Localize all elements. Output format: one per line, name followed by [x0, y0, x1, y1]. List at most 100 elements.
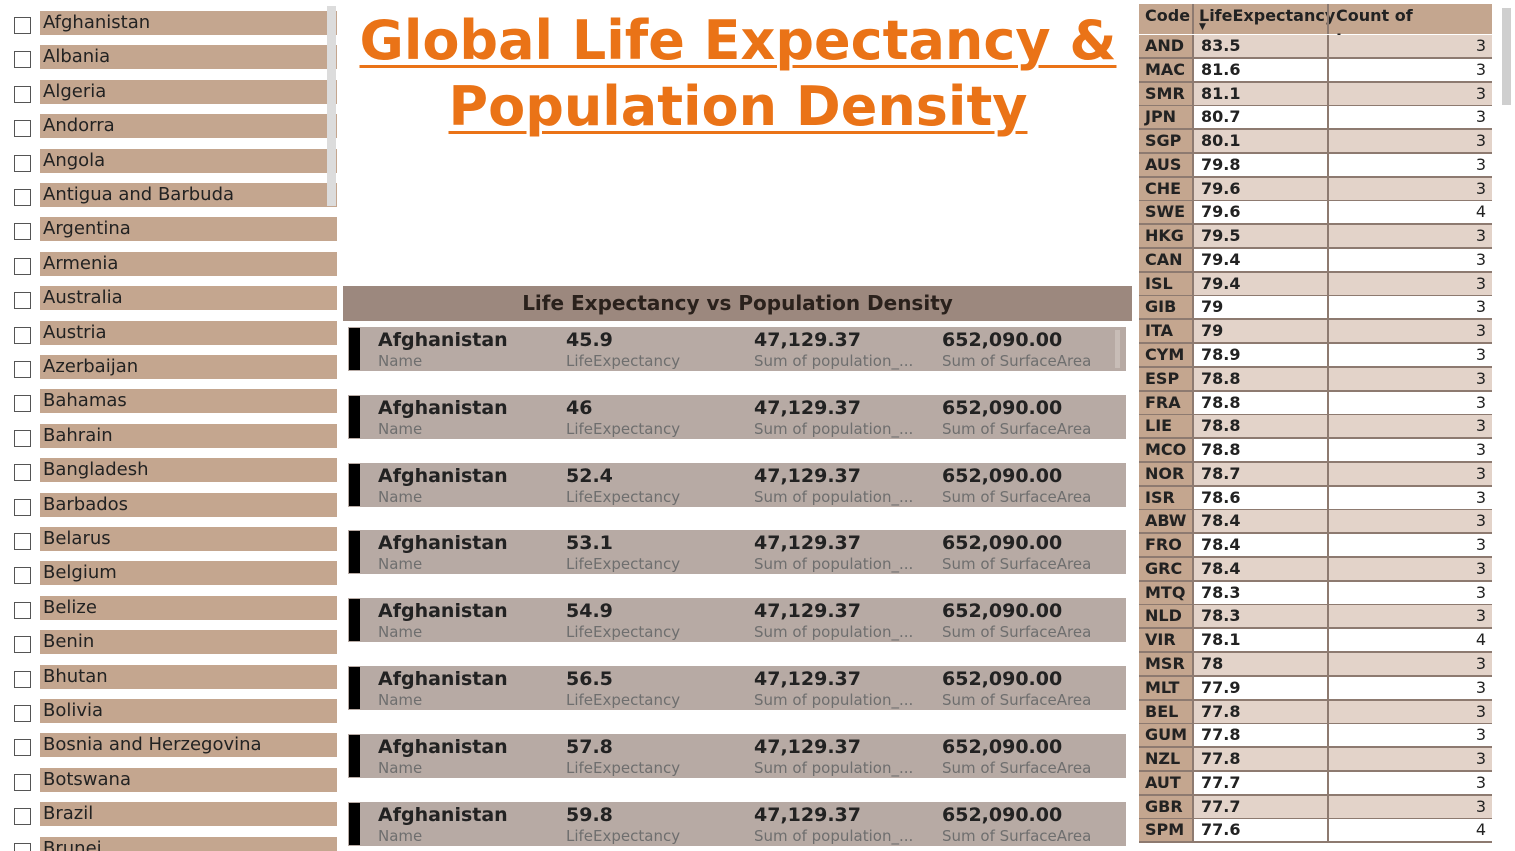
slicer-item[interactable]: Barbados — [0, 492, 340, 530]
table-row[interactable]: NOR 78.7 3 — [1139, 462, 1492, 487]
slicer-checkbox[interactable] — [14, 395, 31, 413]
slicer-item[interactable]: Bolivia — [0, 699, 340, 736]
slicer-checkbox[interactable] — [14, 120, 31, 138]
slicer-item[interactable]: Antigua and Barbuda — [0, 183, 340, 220]
table-row[interactable]: SPM 77.6 4 — [1139, 819, 1492, 844]
table-row[interactable]: VIR 78.1 4 — [1139, 629, 1492, 654]
table-row[interactable]: MLT 77.9 3 — [1139, 676, 1492, 701]
slicer-item[interactable]: Belize — [0, 595, 340, 633]
slicer-checkbox[interactable] — [14, 292, 31, 310]
slicer-item[interactable]: Argentina — [0, 217, 340, 254]
card-row[interactable]: Afghanistan Name 59.8 LifeExpectancy 47,129.… — [348, 801, 1126, 846]
slicer-checkbox[interactable] — [14, 773, 31, 791]
table-row[interactable]: MAC 81.6 3 — [1139, 58, 1492, 83]
slicer-scrollbar[interactable] — [327, 6, 336, 206]
slicer-checkbox[interactable] — [14, 223, 31, 241]
slicer-item[interactable]: Albania — [0, 45, 340, 82]
slicer-checkbox[interactable] — [14, 189, 31, 206]
slicer-checkbox[interactable] — [14, 808, 31, 826]
table-row[interactable]: AUT 77.7 3 — [1139, 771, 1492, 796]
table-row[interactable]: MTQ 78.3 3 — [1139, 581, 1492, 606]
column-header-count-of-language[interactable]: Count of Language — [1327, 4, 1492, 49]
slicer-item[interactable]: Algeria — [0, 79, 340, 117]
cards-list[interactable]: Afghanistan Name 45.9 LifeExpectancy 47,129.… — [343, 321, 1132, 851]
slicer-checkbox[interactable] — [14, 85, 31, 103]
slicer-checkbox[interactable] — [14, 154, 31, 172]
card-row[interactable]: Afghanistan Name 46 LifeExpectancy 47,129.37… — [348, 394, 1126, 439]
slicer-item[interactable]: Austria — [0, 320, 340, 358]
table-row[interactable]: GUM 77.8 3 — [1139, 724, 1492, 749]
column-header-code[interactable]: Code — [1145, 6, 1191, 25]
table-row[interactable]: SWE 79.6 4 — [1139, 201, 1492, 226]
table-row[interactable]: HKG 79.5 3 — [1139, 225, 1492, 250]
card-scrollbar[interactable] — [1115, 330, 1120, 368]
card-row[interactable]: Afghanistan Name 45.9 LifeExpectancy 47,129.… — [348, 327, 1126, 371]
table-row[interactable]: ISL 79.4 3 — [1139, 272, 1492, 297]
table-row[interactable]: MCO 78.8 3 — [1139, 439, 1492, 464]
slicer-checkbox[interactable] — [14, 636, 31, 654]
table-row[interactable]: FRA 78.8 3 — [1139, 391, 1492, 416]
slicer-checkbox[interactable] — [14, 51, 31, 69]
country-slicer[interactable]: Afghanistan Albania Algeria Andorra Angola An… — [0, 0, 340, 851]
card-row[interactable]: Afghanistan Name 53.1 LifeExpectancy 47,129.… — [348, 530, 1126, 575]
slicer-checkbox[interactable] — [14, 17, 31, 34]
table-row[interactable]: FRO 78.4 3 — [1139, 534, 1492, 559]
slicer-item[interactable]: Bahrain — [0, 423, 340, 461]
slicer-checkbox[interactable] — [14, 670, 31, 688]
slicer-checkbox[interactable] — [14, 567, 31, 585]
slicer-checkbox[interactable] — [14, 326, 31, 344]
table-row[interactable]: AND 83.5 3 — [1139, 35, 1492, 59]
slicer-checkbox[interactable] — [14, 739, 31, 757]
card-row[interactable]: Afghanistan Name 54.9 LifeExpectancy 47,129.… — [348, 598, 1126, 643]
slicer-item[interactable]: Bhutan — [0, 664, 340, 702]
card-row[interactable]: Afghanistan Name 57.8 LifeExpectancy 47,129.… — [348, 733, 1126, 778]
slicer-item[interactable]: Benin — [0, 630, 340, 667]
slicer-item[interactable]: Belarus — [0, 527, 340, 564]
slicer-checkbox[interactable] — [14, 842, 31, 851]
slicer-checkbox[interactable] — [14, 429, 31, 447]
slicer-checkbox[interactable] — [14, 361, 31, 378]
table-row[interactable]: ABW 78.4 3 — [1139, 510, 1492, 535]
slicer-item[interactable]: Andorra — [0, 114, 340, 151]
slicer-item[interactable]: Bosnia and Herzegovina — [0, 733, 340, 770]
table-row[interactable]: NLD 78.3 3 — [1139, 605, 1492, 630]
slicer-item[interactable]: Bahamas — [0, 389, 340, 426]
table-row[interactable]: ISR 78.6 3 — [1139, 486, 1492, 511]
table-row[interactable]: GBR 77.7 3 — [1139, 795, 1492, 820]
slicer-checkbox[interactable] — [14, 498, 31, 516]
table-row[interactable]: ESP 78.8 3 — [1139, 367, 1492, 392]
slicer-checkbox[interactable] — [14, 533, 31, 550]
slicer-item[interactable]: Australia — [0, 286, 340, 323]
slicer-item[interactable]: Azerbaijan — [0, 355, 340, 392]
slicer-item[interactable]: Armenia — [0, 251, 340, 289]
card-row[interactable]: Afghanistan Name 56.5 LifeExpectancy 47,129.… — [348, 666, 1126, 710]
life-expectancy-table[interactable]: Code LifeExpectancy ▼ Count of Language … — [1139, 4, 1492, 851]
slicer-item[interactable]: Belgium — [0, 561, 340, 598]
slicer-checkbox[interactable] — [14, 601, 31, 619]
column-header-life-expectancy[interactable]: LifeExpectancy ▼ — [1192, 4, 1335, 34]
slicer-checkbox[interactable] — [14, 464, 31, 482]
table-row[interactable]: CAN 79.4 3 — [1139, 248, 1492, 273]
table-scrollbar[interactable] — [1502, 8, 1511, 105]
table-row[interactable]: GRC 78.4 3 — [1139, 557, 1492, 582]
slicer-checkbox[interactable] — [14, 705, 31, 722]
table-row[interactable]: JPN 80.7 3 — [1139, 106, 1492, 131]
slicer-item[interactable]: Bangladesh — [0, 458, 340, 495]
slicer-item[interactable]: Brunei — [0, 836, 340, 851]
table-row[interactable]: CHE 79.6 3 — [1139, 177, 1492, 202]
table-row[interactable]: MSR 78 3 — [1139, 653, 1492, 678]
slicer-item[interactable]: Brazil — [0, 802, 340, 839]
slicer-checkbox[interactable] — [14, 257, 31, 275]
table-row[interactable]: GIB 79 3 — [1139, 296, 1492, 321]
slicer-item[interactable]: Botswana — [0, 767, 340, 805]
slicer-item[interactable]: Afghanistan — [0, 11, 340, 48]
slicer-item[interactable]: Angola — [0, 148, 340, 186]
table-row[interactable]: CYM 78.9 3 — [1139, 344, 1492, 368]
table-row[interactable]: LIE 78.8 3 — [1139, 415, 1492, 440]
table-row[interactable]: ITA 79 3 — [1139, 320, 1492, 345]
card-row[interactable]: Afghanistan Name 52.4 LifeExpectancy 47,129.… — [348, 462, 1126, 507]
table-row[interactable]: SMR 81.1 3 — [1139, 82, 1492, 107]
table-row[interactable]: NZL 77.8 3 — [1139, 748, 1492, 773]
table-row[interactable]: BEL 77.8 3 — [1139, 700, 1492, 725]
table-row[interactable]: SGP 80.1 3 — [1139, 130, 1492, 155]
